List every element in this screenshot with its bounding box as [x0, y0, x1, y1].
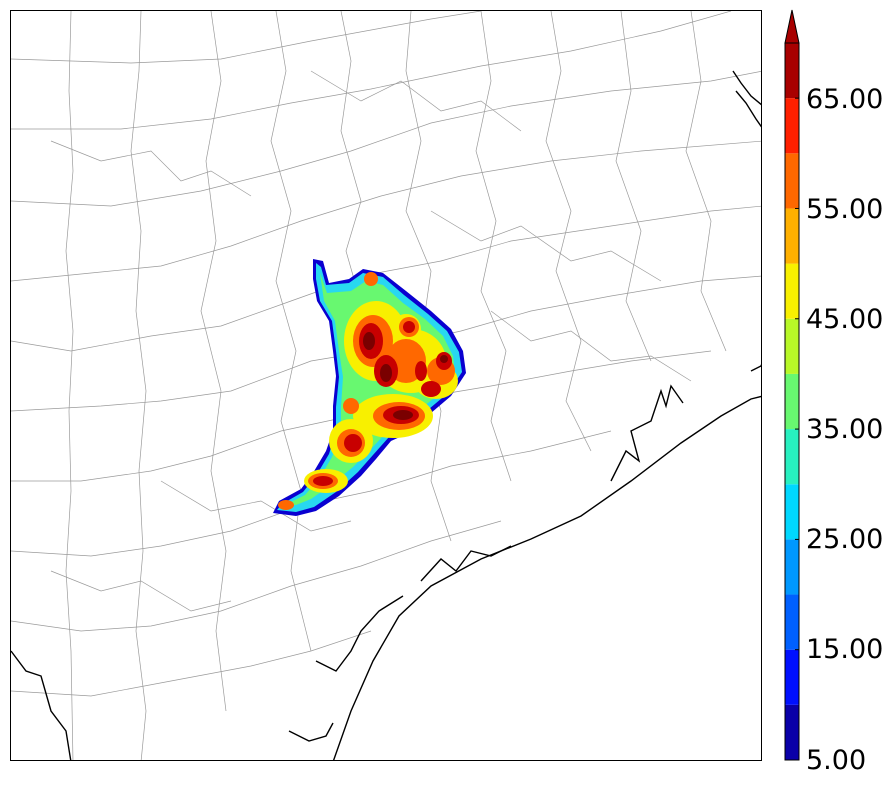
colorbar-segment — [785, 98, 799, 154]
colorbar-segment — [785, 539, 799, 595]
precip-field — [273, 259, 466, 516]
map-panel — [10, 10, 762, 761]
map-canvas — [11, 11, 761, 760]
colorbar-tick-label: 55.00 — [806, 194, 884, 225]
colorbar-tick-label: 65.00 — [806, 84, 884, 115]
county-boundaries — [11, 11, 761, 760]
colorbar-extend-arrow — [784, 9, 800, 44]
colorbar-tick-label: 15.00 — [806, 634, 884, 665]
colorbar-segment — [785, 208, 799, 264]
colorbar-tick-label: 25.00 — [806, 524, 884, 555]
field-core — [363, 332, 448, 420]
colorbar-segment — [785, 153, 799, 209]
colorbar-tick-label: 35.00 — [806, 414, 884, 445]
colorbar-tick-label: 45.00 — [806, 304, 884, 335]
colorbar-segment — [785, 263, 799, 319]
colorbar-tick-label: 5.00 — [806, 745, 867, 776]
colorbar — [784, 8, 894, 778]
colorbar-segment — [785, 43, 799, 99]
colorbar-frame — [784, 42, 800, 761]
colorbar-segment — [785, 594, 799, 650]
coastline — [11, 70, 761, 760]
colorbar-segment — [785, 649, 799, 705]
colorbar-svg — [784, 9, 800, 761]
colorbar-segment — [785, 373, 799, 430]
colorbar-segment — [785, 484, 799, 540]
colorbar-segment — [785, 704, 799, 760]
colorbar-segment — [785, 318, 799, 374]
colorbar-segment — [785, 429, 799, 485]
